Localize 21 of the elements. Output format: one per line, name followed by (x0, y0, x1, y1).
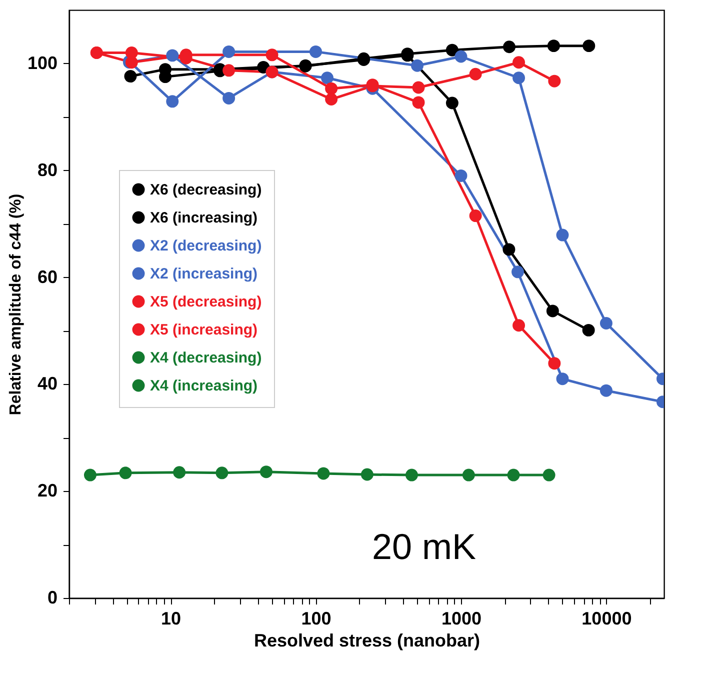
x-tick-label: 10000 (582, 608, 632, 628)
x-tick-label: 1000 (441, 608, 482, 628)
legend-label: X2 (decreasing) (150, 238, 262, 254)
annotation: 20 mK (372, 526, 476, 567)
legend-label: X5 (increasing) (150, 322, 258, 338)
legend-label: X6 (increasing) (150, 210, 258, 226)
legend-label: X4 (increasing) (150, 378, 258, 394)
x-axis-title: Resolved stress (nanobar) (254, 630, 480, 650)
legend-label: X5 (decreasing) (150, 294, 262, 310)
y-tick-label: 40 (37, 374, 58, 394)
x-tick-label: 10 (160, 608, 182, 628)
legend-label: X2 (increasing) (150, 266, 258, 282)
x-tick-label: 100 (301, 608, 332, 628)
legend-label: X4 (decreasing) (150, 350, 262, 366)
y-tick-label: 100 (27, 52, 58, 73)
y-tick-label: 20 (37, 480, 58, 501)
y-tick-label: 0 (47, 588, 58, 608)
legend-label: X6 (decreasing) (150, 182, 262, 198)
y-axis-title: Relative amplitude of c44 (%) (7, 194, 24, 416)
y-tick-label: 60 (37, 266, 58, 287)
y-tick-label: 80 (37, 160, 58, 180)
